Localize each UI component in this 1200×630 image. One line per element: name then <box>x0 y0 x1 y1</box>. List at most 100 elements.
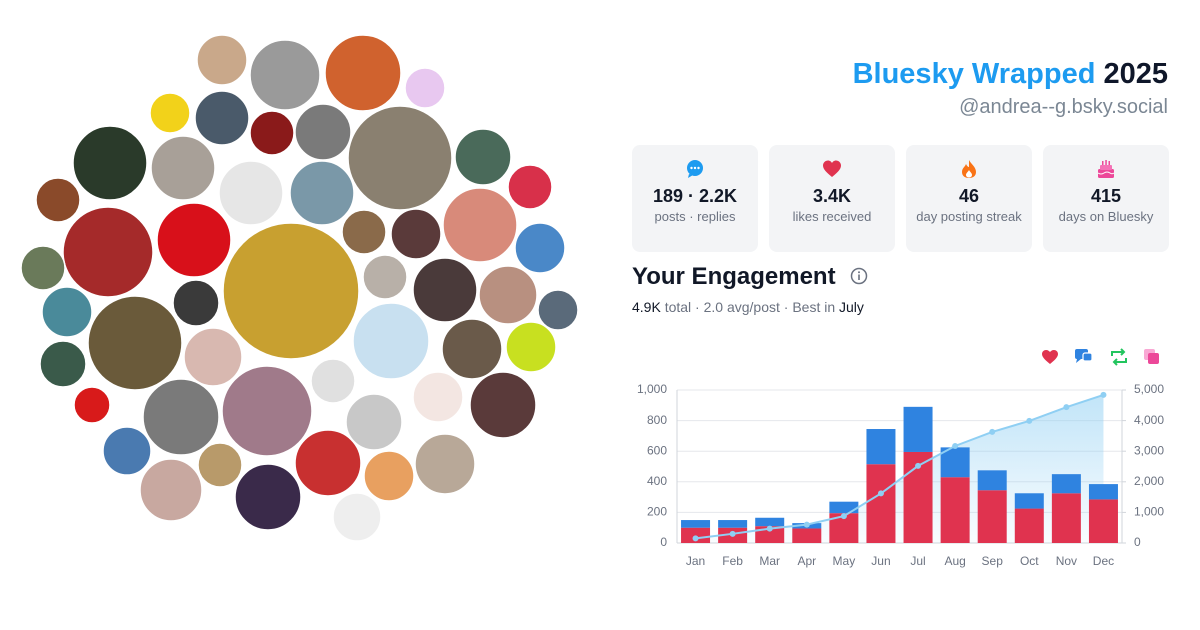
y2-tick-label: 3,000 <box>1134 443 1164 457</box>
avatar[interactable] <box>222 222 360 360</box>
avatar[interactable] <box>183 327 243 387</box>
avatar[interactable] <box>404 67 446 109</box>
avatar[interactable] <box>289 160 355 226</box>
avatar[interactable] <box>390 208 442 260</box>
bar <box>829 501 859 514</box>
bar <box>1014 508 1044 543</box>
avatar[interactable] <box>234 463 302 531</box>
avatar[interactable] <box>221 365 313 457</box>
avatar[interactable] <box>324 34 402 112</box>
stat-label: likes received <box>792 209 872 224</box>
stat-label: day posting streak <box>916 209 1022 224</box>
avatar[interactable] <box>197 442 243 488</box>
line-point <box>1026 417 1033 424</box>
avatar[interactable] <box>102 426 152 476</box>
stat-card: 46 day posting streak <box>906 145 1032 252</box>
bar <box>829 513 859 543</box>
x-tick-label: Jun <box>871 554 890 568</box>
bar <box>1051 474 1081 494</box>
avatar[interactable] <box>442 187 518 263</box>
avatar[interactable] <box>345 393 403 451</box>
line-point <box>877 490 884 497</box>
avatar[interactable] <box>142 378 220 456</box>
avatar[interactable] <box>294 103 352 161</box>
avatar[interactable] <box>172 279 220 327</box>
legend-icon <box>1075 349 1093 363</box>
bar <box>792 528 822 543</box>
line-point <box>915 462 922 469</box>
avatar[interactable] <box>196 34 248 86</box>
stat-label: days on Bluesky <box>1058 209 1154 224</box>
avatar[interactable] <box>341 209 387 255</box>
best-month: July <box>839 299 864 315</box>
avatar[interactable] <box>514 222 566 274</box>
avatar[interactable] <box>362 254 408 300</box>
avatar[interactable] <box>194 90 250 146</box>
icon <box>1097 160 1115 178</box>
icon <box>823 160 841 177</box>
x-tick-label: May <box>833 554 856 568</box>
info-icon[interactable] <box>850 267 868 285</box>
avatar[interactable] <box>505 321 557 373</box>
x-tick-label: Mar <box>759 554 780 568</box>
avatar[interactable] <box>218 160 284 226</box>
avatar[interactable] <box>41 286 93 338</box>
avatar[interactable] <box>352 302 430 380</box>
bar <box>940 477 970 543</box>
stat-label: posts · replies <box>654 209 736 224</box>
legend <box>1042 348 1159 366</box>
avatar[interactable] <box>537 289 579 331</box>
avatar[interactable] <box>414 433 476 495</box>
section-title-text: Your Engagement <box>632 263 836 290</box>
avatar[interactable] <box>310 358 356 404</box>
line-point <box>989 428 996 435</box>
x-tick-label: Jul <box>910 554 925 568</box>
avatar[interactable] <box>469 371 537 439</box>
avatar[interactable] <box>363 450 415 502</box>
line-point <box>840 513 847 520</box>
y2-tick-label: 2,000 <box>1134 474 1164 488</box>
avatar[interactable] <box>294 429 362 497</box>
avatar[interactable] <box>39 340 87 388</box>
avatar[interactable] <box>454 128 512 186</box>
avatar[interactable] <box>87 295 183 391</box>
y2-tick-label: 5,000 <box>1134 382 1164 396</box>
line-point <box>803 521 810 528</box>
brand: Bluesky Wrapped <box>852 58 1096 90</box>
avatar[interactable] <box>249 39 321 111</box>
section-subtitle: 4.9K total · 2.0 avg/post · Best in July <box>632 299 864 315</box>
stat-value: 415 <box>1090 186 1122 206</box>
avatar[interactable] <box>441 318 503 380</box>
avatar[interactable] <box>20 245 66 291</box>
stat-card: 3.4K likes received <box>769 145 895 252</box>
bar <box>718 527 748 543</box>
stat-value: 189 · 2.2K <box>652 186 738 206</box>
avatar[interactable] <box>150 135 216 201</box>
avatar[interactable] <box>507 164 553 210</box>
avatar[interactable] <box>149 92 191 134</box>
line-point <box>692 535 699 542</box>
x-tick-label: Dec <box>1093 554 1114 568</box>
avatar[interactable] <box>156 202 232 278</box>
avatar[interactable] <box>412 371 464 423</box>
avatar[interactable] <box>62 206 154 298</box>
stat-card: 189 · 2.2K posts · replies <box>632 145 758 252</box>
y-tick-label: 400 <box>647 474 667 488</box>
avatar[interactable] <box>35 177 81 223</box>
avatar[interactable] <box>412 257 478 323</box>
avatar[interactable] <box>72 125 148 201</box>
bar <box>940 447 970 478</box>
avatar[interactable] <box>347 105 453 211</box>
year: 2025 <box>1103 58 1168 90</box>
avatar[interactable] <box>139 458 203 522</box>
avatar[interactable] <box>73 386 111 424</box>
avatar[interactable] <box>332 492 382 542</box>
y-tick-label: 600 <box>647 443 667 457</box>
avatar[interactable] <box>478 265 538 325</box>
bar <box>1088 499 1118 543</box>
icon <box>962 160 976 178</box>
avatar[interactable] <box>249 110 295 156</box>
y2-tick-label: 4,000 <box>1134 413 1164 427</box>
y2-tick-label: 1,000 <box>1134 505 1164 519</box>
